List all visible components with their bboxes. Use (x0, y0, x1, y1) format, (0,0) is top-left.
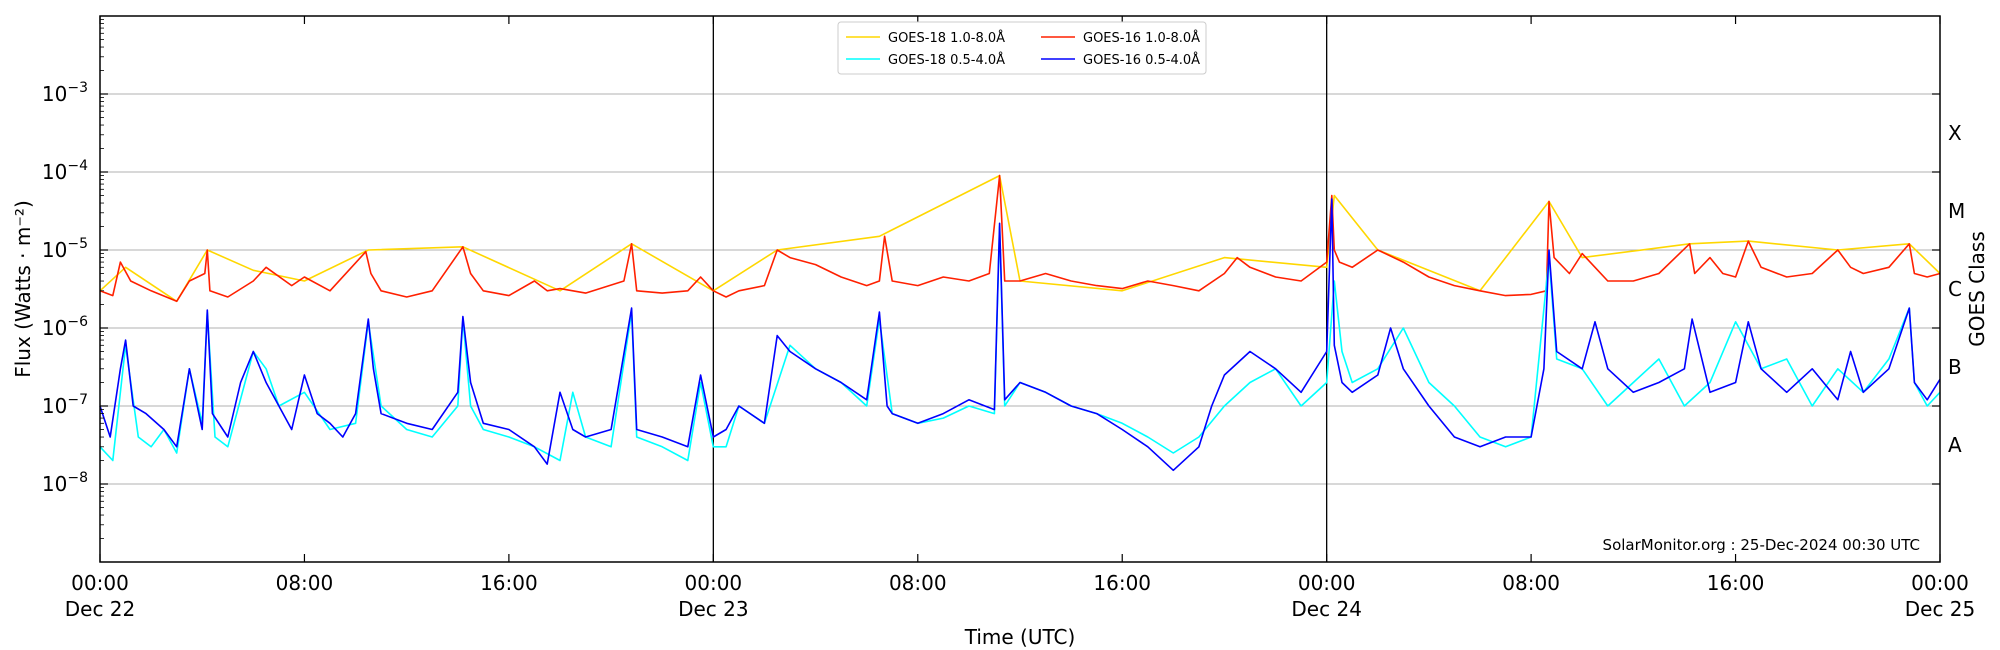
y-axis-title: Flux (Watts · m⁻²) (11, 200, 35, 378)
x-tick-label: 08:00 (1502, 571, 1560, 595)
series-layer (99, 174, 1941, 472)
x-tick-label: 16:00 (1093, 571, 1151, 595)
goes-class-label: A (1948, 433, 1962, 457)
x-tick-label: 08:00 (889, 571, 947, 595)
legend: GOES-18 1.0-8.0Å GOES-18 0.5-4.0Å GOES-16 … (837, 21, 1207, 75)
x-tick-label: 16:00 (1707, 571, 1765, 595)
y-tick-label: 10−7 (42, 392, 88, 418)
x-tick-date-label: Dec 24 (1291, 597, 1362, 621)
legend-entry-label: GOES-16 1.0-8.0Å (1083, 30, 1200, 46)
x-tick-label: 00:00 (71, 571, 129, 595)
goes-class-label: C (1948, 277, 1962, 301)
legend-entry-label: GOES-16 0.5-4.0Å (1083, 52, 1200, 68)
x-tick-date-label: Dec 23 (678, 597, 749, 621)
goes-class-label: B (1948, 355, 1962, 379)
plot-frame (99, 15, 1941, 563)
series-line (99, 174, 1941, 303)
grid-layer (100, 16, 1940, 562)
x-tick-date-label: Dec 22 (65, 597, 136, 621)
y-tick-label: 10−6 (42, 314, 88, 340)
legend-box (837, 21, 1207, 75)
x-tick-label: 00:00 (1298, 571, 1356, 595)
x-axis-title: Time (UTC) (964, 625, 1076, 649)
y-tick-label: 10−8 (42, 470, 88, 496)
series-line (99, 198, 1941, 472)
y-tick-label: 10−3 (42, 80, 88, 106)
x-tick-date-label: Dec 25 (1905, 597, 1976, 621)
x-tick-label: 16:00 (480, 571, 538, 595)
x-tick-label: 00:00 (685, 571, 743, 595)
x-tick-label: 08:00 (276, 571, 334, 595)
legend-entry-label: GOES-18 0.5-4.0Å (888, 52, 1005, 68)
y2-axis-title: GOES Class (1965, 231, 1989, 347)
y-tick-label: 10−5 (42, 236, 88, 262)
goes-class-label: X (1948, 121, 1962, 145)
goes-class-label: M (1948, 199, 1965, 223)
y-tick-label: 10−4 (42, 158, 88, 184)
legend-entry-label: GOES-18 1.0-8.0Å (888, 30, 1005, 46)
watermark-text: SolarMonitor.org : 25-Dec-2024 00:30 UTC (1603, 536, 1920, 554)
x-tick-label: 00:00 (1911, 571, 1969, 595)
